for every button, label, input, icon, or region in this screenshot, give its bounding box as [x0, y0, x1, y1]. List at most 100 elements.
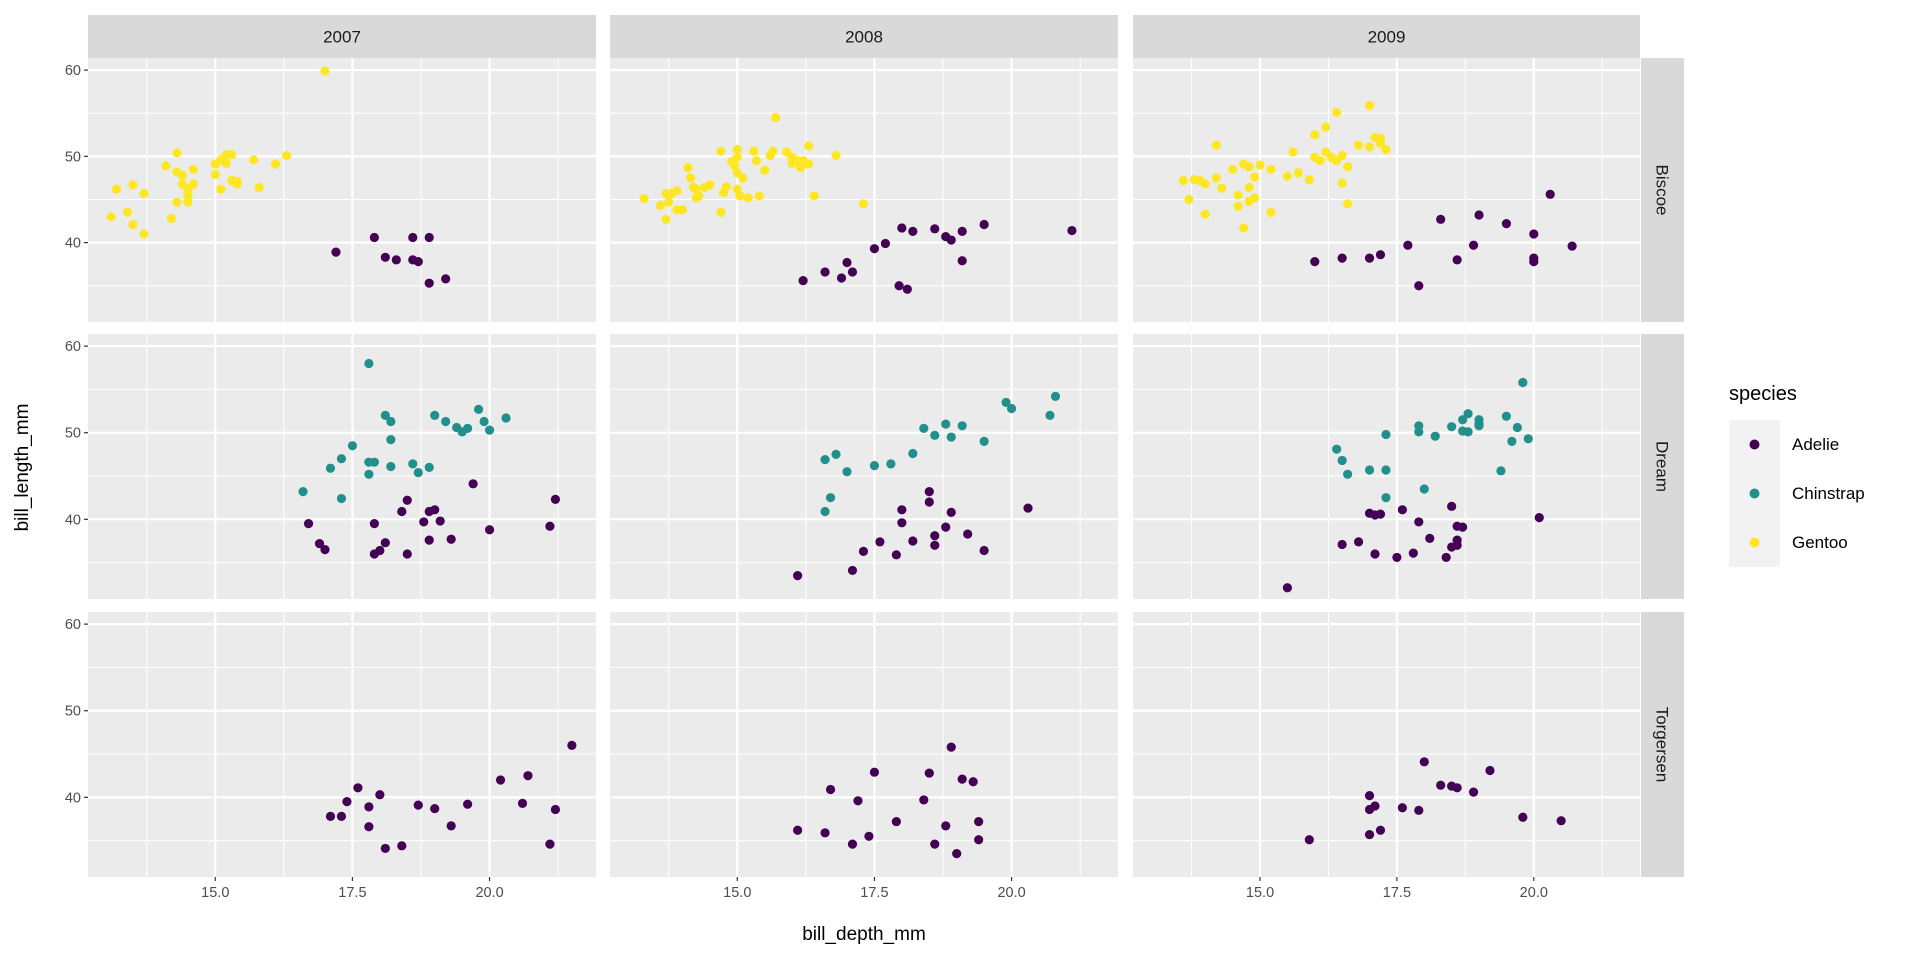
data-point-gentoo — [729, 161, 740, 171]
data-point-adelie — [1023, 503, 1033, 513]
data-point-adelie — [952, 849, 962, 859]
data-point-chinstrap — [1381, 493, 1391, 503]
data-point-gentoo — [738, 173, 748, 183]
data-point-gentoo — [106, 212, 116, 222]
data-point-adelie — [957, 256, 967, 266]
data-point-chinstrap — [364, 469, 374, 479]
data-point-gentoo — [694, 191, 704, 201]
data-point-adelie — [364, 802, 374, 812]
data-point-gentoo — [809, 191, 819, 201]
data-point-chinstrap — [1343, 469, 1353, 479]
data-point-chinstrap — [1496, 466, 1506, 476]
data-point-gentoo — [732, 144, 742, 155]
data-point-adelie — [523, 771, 533, 781]
data-point-chinstrap — [1507, 436, 1517, 446]
data-point-gentoo — [166, 213, 176, 224]
data-point-adelie — [1458, 522, 1468, 532]
data-point-adelie — [1370, 801, 1380, 811]
data-point-chinstrap — [336, 493, 347, 504]
data-point-adelie — [946, 235, 956, 245]
panel-background — [1133, 58, 1640, 322]
data-point-adelie — [517, 798, 528, 808]
data-point-chinstrap — [1447, 422, 1457, 432]
data-point-chinstrap — [501, 413, 511, 423]
data-point-chinstrap — [869, 461, 880, 471]
x-tick-label: 20.0 — [475, 885, 503, 901]
data-point-gentoo — [1337, 178, 1347, 188]
data-point-adelie — [1474, 210, 1484, 220]
data-point-adelie — [419, 517, 429, 527]
data-point-adelie — [402, 495, 412, 505]
data-point-adelie — [1364, 829, 1375, 840]
data-point-adelie — [924, 487, 934, 497]
data-point-gentoo — [754, 191, 764, 201]
data-point-chinstrap — [1381, 465, 1391, 475]
y-tick-label: 60 — [65, 63, 81, 79]
data-point-chinstrap — [1332, 444, 1342, 454]
y-axis-title: bill_length_mm — [12, 404, 33, 532]
data-point-chinstrap — [336, 454, 347, 464]
data-point-adelie — [930, 531, 940, 541]
data-point-adelie — [1403, 240, 1413, 250]
legend-key-chinstrap — [1749, 488, 1760, 499]
data-point-gentoo — [188, 164, 198, 174]
data-point-adelie — [545, 521, 555, 531]
data-point-gentoo — [216, 184, 226, 194]
data-point-chinstrap — [1050, 391, 1061, 401]
data-point-gentoo — [1200, 179, 1210, 189]
data-point-adelie — [1452, 255, 1462, 265]
data-point-adelie — [930, 540, 940, 550]
data-point-gentoo — [177, 170, 187, 180]
data-point-gentoo — [111, 184, 122, 194]
data-point-adelie — [1436, 780, 1446, 790]
data-point-chinstrap — [919, 423, 929, 433]
data-point-adelie — [446, 821, 456, 831]
y-tick-label: 50 — [65, 149, 81, 165]
data-point-gentoo — [271, 159, 281, 169]
data-point-adelie — [550, 804, 561, 815]
data-point-gentoo — [716, 146, 726, 156]
data-point-adelie — [1545, 189, 1555, 199]
data-point-gentoo — [1244, 162, 1254, 172]
data-point-gentoo — [705, 180, 715, 190]
data-point-gentoo — [1310, 152, 1320, 162]
data-point-gentoo — [1233, 201, 1243, 211]
data-point-adelie — [1364, 253, 1375, 263]
data-point-adelie — [1441, 552, 1451, 563]
data-point-adelie — [1337, 253, 1347, 263]
data-point-gentoo — [803, 159, 814, 169]
y-tick-label: 50 — [65, 704, 81, 720]
data-point-chinstrap — [820, 506, 830, 517]
data-point-adelie — [1414, 517, 1424, 527]
data-point-chinstrap — [430, 410, 440, 421]
y-tick-label: 40 — [65, 512, 81, 528]
data-point-chinstrap — [979, 436, 989, 446]
data-point-adelie — [847, 565, 858, 576]
panel-dream-2009 — [1133, 334, 1640, 599]
data-point-adelie — [1282, 583, 1292, 593]
data-point-gentoo — [232, 179, 242, 189]
data-point-adelie — [1419, 757, 1429, 767]
panel-torgersen-2008 — [610, 612, 1118, 877]
data-point-adelie — [1310, 257, 1320, 267]
data-point-adelie — [430, 803, 440, 814]
data-point-adelie — [979, 219, 989, 230]
data-point-adelie — [897, 223, 907, 233]
data-point-gentoo — [1255, 160, 1265, 170]
facet-strip-label: Torgersen — [1653, 707, 1672, 783]
data-point-gentoo — [1249, 172, 1260, 182]
data-point-adelie — [380, 538, 390, 548]
panel-torgersen-2009 — [1133, 612, 1640, 877]
data-point-chinstrap — [474, 404, 484, 414]
data-point-gentoo — [1304, 175, 1314, 185]
data-point-adelie — [930, 224, 940, 234]
data-point-gentoo — [1337, 150, 1347, 161]
data-point-adelie — [1414, 281, 1424, 291]
data-point-adelie — [446, 534, 456, 544]
x-tick-label: 15.0 — [201, 885, 229, 901]
y-tick-label: 50 — [65, 426, 81, 442]
data-point-gentoo — [139, 188, 149, 199]
y-tick-label: 40 — [65, 236, 81, 252]
panel-biscoe-2008 — [610, 58, 1118, 322]
